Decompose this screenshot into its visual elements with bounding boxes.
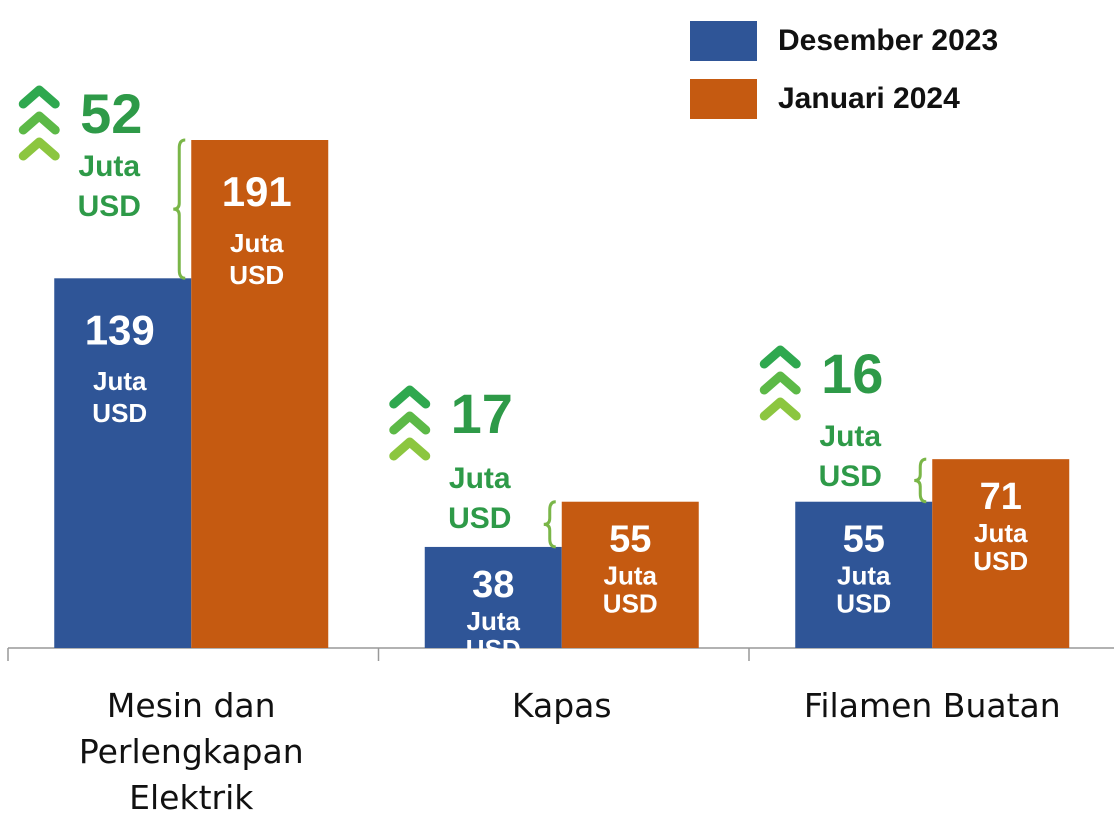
chevron-icon [18, 85, 60, 109]
difference-brace [543, 500, 556, 549]
bar [932, 459, 1070, 648]
chevron-icon [389, 385, 431, 409]
chevron-icon [759, 397, 801, 421]
chevron-icon [389, 437, 431, 461]
difference-unit: USD [448, 502, 511, 535]
chevron-icon [18, 111, 60, 135]
value-unit: USD [229, 260, 284, 290]
difference-label: 17 [451, 382, 513, 445]
chevron-icon [759, 345, 801, 369]
difference-unit: USD [78, 190, 141, 223]
value-unit: Juta [837, 561, 891, 591]
value-label: 139 [85, 306, 155, 353]
x-tick-label: Filamen Buatan [803, 686, 1061, 725]
bar [795, 501, 933, 648]
value-unit: Juta [974, 518, 1028, 548]
value-unit: USD [973, 546, 1028, 576]
x-tick-label: Kapas [511, 686, 612, 725]
value-unit: USD [603, 589, 658, 619]
value-unit: USD [92, 398, 147, 428]
x-tick-label: Mesin dan Perlengkapan Elektrik [78, 686, 304, 817]
value-unit: Juta [230, 228, 284, 258]
difference-unit: Juta [78, 150, 140, 183]
value-label: 191 [222, 168, 292, 215]
bar [54, 278, 192, 648]
value-unit: Juta [604, 561, 658, 591]
value-unit: Juta [93, 366, 147, 396]
difference-label: 16 [821, 342, 883, 405]
legend-label: Januari 2024 [778, 82, 960, 115]
difference-unit: Juta [449, 462, 511, 495]
chevron-icon [18, 137, 60, 161]
difference-brace [914, 457, 927, 504]
legend-swatch [690, 79, 757, 119]
value-label: 55 [843, 519, 885, 561]
value-label: 55 [609, 519, 651, 561]
difference-unit: Juta [819, 420, 881, 453]
difference-brace [173, 138, 186, 280]
value-label: 38 [472, 564, 514, 606]
chevron-icon [759, 371, 801, 395]
value-unit: Juta [467, 606, 521, 636]
bar [424, 546, 562, 648]
value-unit: USD [466, 634, 521, 664]
legend-label: Desember 2023 [778, 24, 998, 57]
chevron-icon [389, 411, 431, 435]
difference-label: 52 [80, 82, 142, 145]
bar [561, 501, 699, 648]
bar [191, 140, 329, 648]
difference-unit: USD [819, 460, 882, 493]
value-unit: USD [836, 589, 891, 619]
value-label: 71 [980, 476, 1022, 518]
legend-swatch [690, 21, 757, 61]
